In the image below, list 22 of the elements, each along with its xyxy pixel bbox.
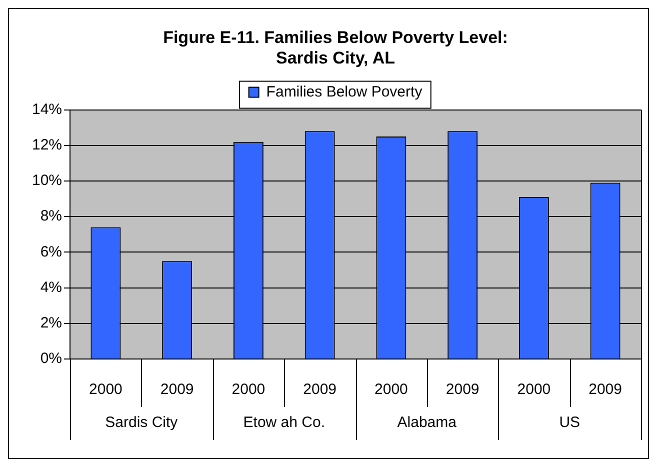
legend-label: Families Below Poverty (266, 83, 423, 100)
text: Etow ah Co. (243, 414, 325, 432)
x-tick-label: 2000 (89, 381, 122, 398)
y-tick-label: 4% (40, 278, 62, 296)
y-tick-label: 6% (40, 243, 62, 260)
text: Alabama (397, 414, 458, 432)
y-tick-label: 0% (40, 350, 62, 368)
y-tick-label: 10% (32, 172, 62, 190)
x-tick-label: 2009 (446, 381, 480, 398)
x-tick-label: 2009 (588, 381, 622, 398)
x-tick-label: 2000 (232, 381, 266, 398)
chart-title: Figure E-11. Families Below Poverty Level: Sardis City, AL (163, 28, 508, 68)
text: Sardis City (105, 414, 178, 432)
y-tick-label: 14% (32, 100, 62, 118)
text: US (559, 414, 580, 432)
x-tick-label: 2009 (303, 381, 337, 398)
y-tick-label: 8% (40, 208, 62, 225)
x-tick-label: 2000 (374, 381, 408, 398)
y-tick-label: 2% (40, 314, 62, 332)
x-tick-label: 2000 (517, 381, 551, 398)
x-tick-label: 2009 (160, 381, 194, 398)
y-tick-label: 12% (32, 136, 62, 154)
